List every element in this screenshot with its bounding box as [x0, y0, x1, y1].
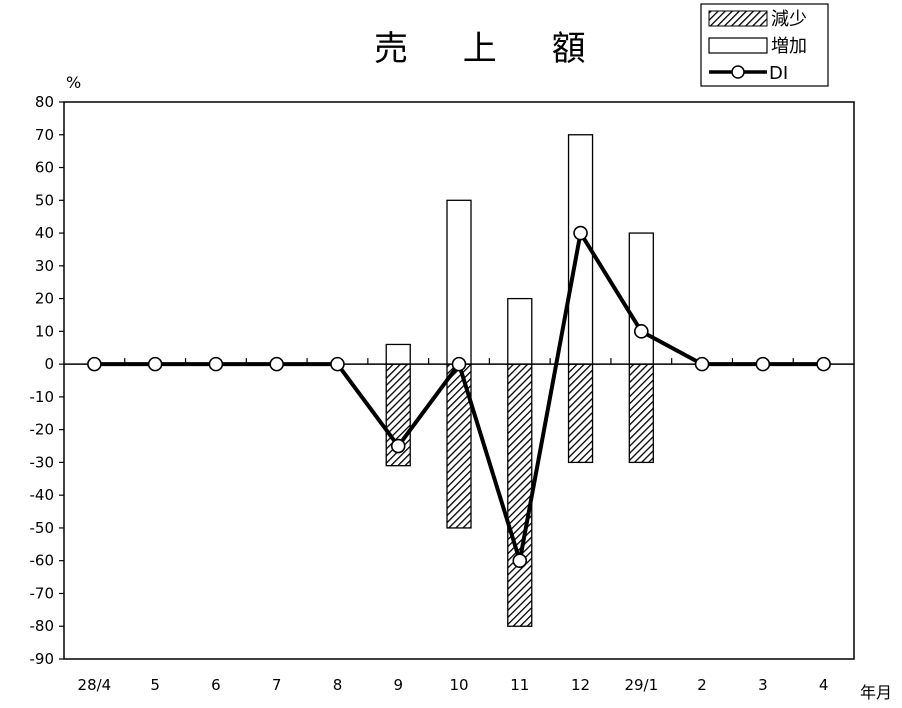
x-axis-unit: 年月	[860, 683, 892, 702]
y-tick-label: -80	[30, 617, 55, 635]
bar-decrease	[567, 363, 594, 464]
di-line	[87, 225, 831, 569]
y-tick-label: -20	[30, 421, 55, 439]
x-tick-label: 28/4	[78, 676, 112, 694]
x-tick-label: 29/1	[624, 676, 658, 694]
chart-title: 売 上 額	[374, 29, 608, 69]
y-tick-label: 20	[35, 290, 54, 308]
di-point	[330, 356, 345, 372]
bar-increase	[507, 297, 533, 365]
di-point	[512, 553, 528, 569]
legend: 減少 増加 DI	[700, 3, 829, 87]
x-tick-label: 11	[510, 676, 529, 694]
di-point	[390, 438, 406, 454]
y-tick-label: 30	[35, 257, 54, 275]
legend-swatch-decrease	[708, 10, 768, 27]
y-tick-label: -70	[30, 584, 55, 602]
y-tick-label: 70	[35, 126, 54, 144]
x-tick-label: 6	[211, 676, 221, 694]
di-point	[147, 356, 163, 372]
y-tick-label: 40	[35, 224, 54, 242]
x-tick-label: 3	[758, 676, 768, 694]
bar-increase	[385, 343, 411, 365]
y-axis-unit: %	[66, 73, 81, 92]
di-point	[269, 356, 284, 372]
bar-increase	[446, 199, 472, 365]
legend-swatch-increase	[708, 37, 768, 54]
x-tick-label: 10	[449, 676, 468, 694]
y-tick-label: 0	[44, 355, 54, 373]
x-tick-label: 2	[697, 676, 707, 694]
x-tick-label: 8	[333, 676, 343, 694]
y-tick-label: -10	[30, 388, 55, 406]
legend-swatch-di-marker	[731, 65, 745, 79]
legend-label-di: DI	[769, 63, 788, 84]
bar-increase	[628, 232, 654, 365]
bars	[385, 134, 654, 627]
bar-decrease	[507, 363, 533, 627]
y-tick-label: -30	[30, 453, 55, 471]
y-tick-label: -40	[30, 486, 55, 504]
di-point	[87, 356, 102, 372]
y-tick-label: 50	[35, 191, 54, 209]
di-point	[755, 356, 771, 372]
x-tick-label: 4	[819, 676, 829, 694]
di-point	[634, 324, 649, 339]
di-point	[451, 356, 467, 372]
y-axis: -90 -80 -70 -60 -50 -40 -30 -20 -10 0 10 20 30 40 50 60…	[30, 93, 64, 668]
legend-label-decrease: 減少	[771, 9, 807, 30]
x-tick-label: 12	[571, 676, 590, 694]
di-point	[208, 356, 224, 372]
y-tick-label: 80	[35, 93, 54, 111]
x-tick-label: 7	[272, 676, 282, 694]
x-tick-label: 5	[150, 676, 160, 694]
y-tick-label: -90	[30, 650, 55, 668]
plot-area	[63, 101, 855, 660]
y-tick-label: 10	[35, 322, 54, 340]
legend-label-increase: 増加	[771, 36, 807, 57]
di-point	[573, 225, 588, 241]
x-axis: 28/4 5 6 7 8 9 10 11 12 29/1 2 3 4	[78, 358, 829, 694]
y-tick-label: -60	[30, 552, 55, 570]
x-tick-label: 9	[393, 676, 403, 694]
di-point	[816, 356, 831, 372]
bar-decrease	[628, 363, 654, 464]
y-tick-label: -50	[30, 519, 55, 537]
di-point	[694, 356, 710, 372]
y-tick-label: 60	[35, 159, 54, 177]
